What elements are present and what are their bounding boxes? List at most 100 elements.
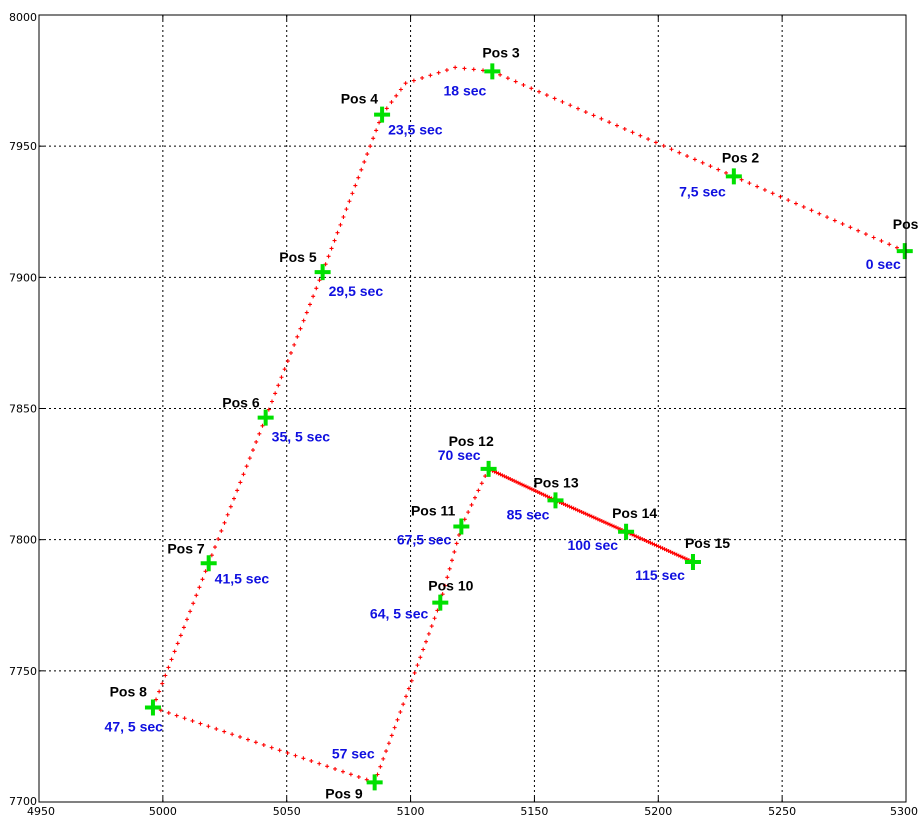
path-point	[607, 522, 612, 527]
path-point	[293, 753, 298, 758]
plot-area	[39, 15, 906, 802]
path-point	[634, 534, 639, 539]
position-time-label: 57 sec	[332, 745, 375, 761]
path-point	[521, 82, 526, 87]
path-point	[335, 230, 340, 235]
path-point	[652, 542, 657, 547]
path-point	[266, 407, 271, 412]
y-tick-label: 7800	[9, 534, 37, 547]
path-point	[261, 742, 266, 747]
path-point	[692, 157, 697, 162]
path-point	[420, 75, 425, 80]
path-point	[353, 183, 358, 188]
path-point	[269, 399, 274, 404]
path-point	[747, 181, 752, 186]
path-point	[879, 238, 884, 243]
path-point	[426, 631, 431, 636]
path-point	[708, 164, 713, 169]
path-point	[601, 519, 606, 524]
path-point	[565, 503, 570, 508]
path-point	[279, 375, 284, 380]
path-point	[381, 756, 386, 761]
path-point	[599, 116, 604, 121]
path-point	[172, 649, 177, 654]
path-point	[614, 123, 619, 128]
path-point	[304, 310, 309, 315]
position-name-label: Pos 13	[533, 474, 578, 490]
path-point	[457, 533, 462, 538]
path-point	[276, 383, 281, 388]
path-point	[513, 79, 518, 84]
path-point	[154, 697, 159, 702]
path-point	[660, 546, 665, 551]
position-marker-icon	[144, 699, 161, 716]
path-point	[544, 93, 549, 98]
x-tick-label: 4950	[27, 805, 55, 818]
path-point	[597, 518, 602, 523]
path-point	[613, 525, 618, 530]
position-time-label: 100 sec	[567, 537, 618, 553]
position-time-label: 85 sec	[507, 506, 550, 522]
path-point	[311, 294, 316, 299]
path-point	[169, 657, 174, 662]
path-point	[230, 732, 235, 737]
path-point	[174, 713, 179, 718]
path-point	[593, 516, 598, 521]
path-point	[219, 528, 224, 533]
path-point	[529, 86, 534, 91]
path-point	[568, 103, 573, 108]
position-marker-icon	[374, 106, 391, 123]
position-marker-icon	[725, 168, 742, 185]
path-point	[365, 152, 370, 157]
path-point	[848, 225, 853, 230]
path-point	[292, 342, 297, 347]
path-point	[666, 548, 671, 553]
path-point	[817, 211, 822, 216]
path-point	[398, 710, 403, 715]
path-point	[472, 495, 477, 500]
grid-lines	[39, 15, 906, 802]
position-marker-icon	[432, 594, 449, 611]
path-point	[462, 66, 467, 71]
path-point	[642, 538, 647, 543]
path-point	[368, 144, 373, 149]
path-point	[344, 207, 349, 212]
path-point	[654, 543, 659, 548]
path-point	[569, 505, 574, 510]
path-point	[326, 254, 331, 259]
y-tick-label: 8000	[9, 11, 37, 24]
path-point	[579, 510, 584, 515]
path-point	[285, 750, 290, 755]
path-point	[661, 143, 666, 148]
path-point	[277, 748, 282, 753]
path-point	[197, 585, 202, 590]
path-point	[309, 758, 314, 763]
x-tick-label: 5250	[768, 805, 796, 818]
path-point	[285, 359, 290, 364]
path-point	[587, 513, 592, 518]
path-point	[374, 128, 379, 133]
path-point	[333, 766, 338, 771]
path-point	[700, 160, 705, 165]
path-point	[245, 737, 250, 742]
position-marker-icon	[314, 264, 331, 281]
path-point	[576, 106, 581, 111]
path-point	[674, 552, 679, 557]
path-point	[442, 583, 447, 588]
path-point	[378, 764, 383, 769]
position-time-label: 35, 5 sec	[272, 429, 331, 445]
path-point	[632, 533, 637, 538]
path-point	[213, 545, 218, 550]
position-name-label: Pos 11	[411, 503, 456, 519]
position-name-label: Pos 10	[428, 578, 473, 594]
position-marker-icon	[618, 523, 635, 540]
path-point	[646, 539, 651, 544]
path-point	[716, 167, 721, 172]
path-point	[650, 541, 655, 546]
path-point	[269, 745, 274, 750]
position-name-label: Pos 5	[279, 249, 317, 265]
position-time-label: 115 sec	[635, 567, 685, 583]
y-tick-label: 7950	[9, 140, 37, 153]
path-point	[362, 159, 367, 164]
